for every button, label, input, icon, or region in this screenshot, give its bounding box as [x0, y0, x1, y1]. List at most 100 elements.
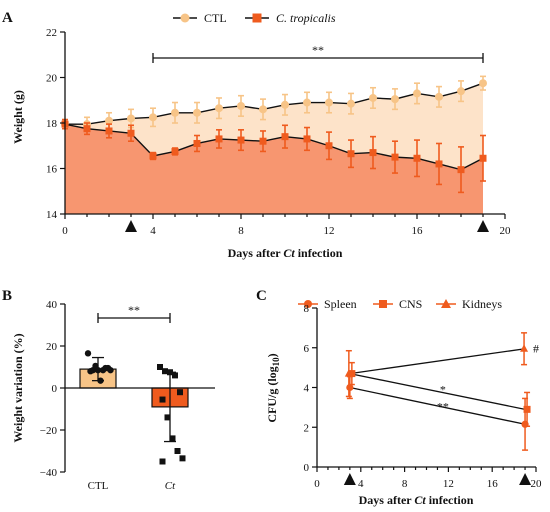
infection-markers-a: [125, 220, 489, 232]
spleen-significance-label: **: [437, 399, 449, 413]
y-tick-label-c: 4: [304, 383, 310, 395]
ctl-point: [435, 92, 443, 101]
ct-point: [435, 160, 443, 168]
y-axis-title-a: Weight (g): [11, 90, 25, 144]
x-tick-label-c: 8: [402, 478, 408, 490]
ct-point: [127, 129, 135, 137]
series-group-c: ***#: [344, 332, 539, 451]
ct-point: [281, 133, 289, 141]
legend-a: CTL C. tropicalis: [173, 11, 336, 25]
y-axis-title-c: CFU/g (log10): [265, 353, 281, 422]
cns-point: [348, 370, 356, 378]
point-ct: [174, 448, 181, 454]
point-ct: [179, 455, 186, 462]
ct-point: [303, 135, 311, 143]
kidneys-significance-label: #: [533, 342, 539, 356]
point-ctl: [102, 364, 109, 372]
point-ctl: [92, 362, 99, 370]
ctl-point: [457, 87, 465, 96]
significance-bracket-a: **: [152, 43, 484, 63]
x-tick-label-c: 12: [443, 478, 454, 490]
axes-c: 0 2 4 6 8 0 4 8 12 16 20: [304, 303, 543, 490]
ct-point: [347, 150, 355, 158]
point-ct: [159, 458, 166, 465]
ct-point: [193, 139, 201, 147]
point-ctl: [97, 377, 104, 384]
ctl-point: [127, 114, 135, 123]
y-axis-title-c-part1: CFU/g (log: [265, 366, 279, 422]
spleen-line: [349, 386, 526, 425]
legend-kidneys-label: Kidneys: [462, 297, 502, 311]
x-axis-title-a-part1: Days after: [228, 246, 284, 260]
y-tick-label-b: 40: [46, 299, 58, 311]
legend-spleen-marker: [304, 300, 312, 308]
point-ct: [157, 364, 163, 370]
x-axis-title-c-part3: infection: [426, 493, 474, 507]
x-tick-label-c: 4: [358, 478, 364, 490]
y-tick-label-c: 0: [304, 462, 310, 474]
significance-bracket-b: **: [97, 303, 171, 323]
ct-point: [237, 136, 245, 144]
points-b: [84, 350, 186, 465]
y-axis-title-c-sub: 10: [271, 357, 281, 367]
ct-point: [479, 154, 487, 162]
point-ct: [167, 369, 173, 376]
legend-ctl-label: CTL: [204, 11, 227, 25]
panel-letter-c: C: [256, 288, 267, 304]
ct-point: [413, 154, 421, 162]
y-tick-label-c: 2: [304, 422, 310, 434]
category-label-b: Ct: [165, 480, 176, 492]
panel-b: B −40 −20 0 20 40 CTL Ct ** Weight variation (…: [2, 288, 215, 492]
y-tick-label-a: 18: [46, 118, 58, 130]
ctl-point: [347, 99, 355, 108]
ctl-point: [149, 113, 157, 122]
ct-point: [457, 166, 465, 174]
legend-ct-label: C. tropicalis: [276, 11, 336, 25]
ctl-point: [391, 95, 399, 104]
ct-area-fill: [65, 124, 483, 214]
y-tick-label-a: 14: [46, 209, 58, 221]
x-tick-label-a: 0: [62, 225, 68, 237]
x-axis-title-a-ct: Ct: [283, 246, 295, 260]
x-axis-title-c-part1: Days after: [359, 493, 415, 507]
point-ctl: [84, 350, 92, 357]
infection-arrow-c: [519, 473, 532, 485]
legend-cns-marker: [379, 300, 387, 308]
legend-kidneys-marker: [441, 299, 451, 308]
cns-point: [523, 405, 531, 413]
ctl-point: [413, 89, 421, 98]
y-tick-label-b: −40: [40, 467, 58, 479]
kidneys-point: [520, 344, 529, 352]
point-ct: [172, 372, 178, 379]
ct-point: [105, 127, 113, 135]
y-tick-label-b: −20: [40, 425, 58, 437]
ctl-point: [325, 98, 333, 107]
ct-point: [259, 137, 267, 145]
panel-letter-b: B: [2, 288, 12, 304]
ctl-point: [479, 79, 487, 88]
ctl-point: [369, 93, 377, 102]
y-tick-label-a: 20: [46, 73, 58, 85]
infection-arrow-c: [343, 473, 356, 485]
x-axis-title-c: Days after Ct infection: [359, 493, 474, 507]
y-tick-label-b: 0: [52, 383, 58, 395]
ctl-point: [171, 108, 179, 117]
point-ct: [162, 368, 168, 375]
ct-point: [149, 152, 157, 160]
point-ct: [169, 435, 176, 442]
legend-c: Spleen CNS Kidneys: [298, 297, 502, 311]
x-axis-title-c-ct: Ct: [414, 493, 426, 507]
kidneys-line: [349, 348, 526, 375]
x-tick-label-c: 16: [487, 478, 499, 490]
y-axis-title-b: Weight variation (%): [11, 333, 25, 442]
ct-line: [64, 123, 484, 171]
x-tick-label-c: 0: [314, 478, 320, 490]
x-tick-label-a: 12: [324, 225, 335, 237]
infection-arrow-a: [477, 220, 489, 232]
ctl-point: [105, 116, 113, 125]
ctl-point: [237, 101, 245, 110]
y-tick-label-b: 20: [46, 341, 58, 353]
ct-point: [83, 125, 91, 133]
